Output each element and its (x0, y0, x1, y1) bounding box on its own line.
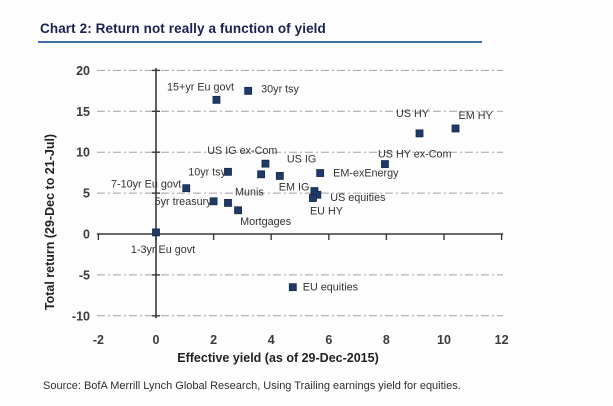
point-label-us-equities: US equities (330, 192, 386, 204)
point-label-5yr-treasury: 5yr treasury (155, 196, 213, 208)
y-tick-label: 20 (76, 64, 90, 78)
y-tick-label: -10 (72, 309, 90, 323)
x-tick-label: 8 (383, 333, 390, 347)
point-label-eu-equities: EU equities (303, 282, 359, 294)
point-us-ig-ex-com (261, 159, 270, 168)
point-us-hy (415, 129, 424, 138)
source-note: Source: BofA Merrill Lynch Global Resear… (43, 380, 461, 392)
point-5yr-treasury (209, 197, 218, 206)
y-tick-label: -5 (79, 268, 90, 282)
y-tick-label: 10 (76, 146, 90, 160)
x-tick-label: 4 (268, 333, 275, 347)
x-tick-label: -2 (93, 333, 104, 347)
point-em-exenergy (316, 169, 325, 177)
point-label-mortgages: Mortgages (240, 216, 292, 228)
y-tick-label: 0 (83, 228, 90, 242)
point-eu-hy (309, 194, 317, 202)
point-label-7-10yr-eu-govt: 7-10yr Eu govt (111, 179, 181, 191)
point-mortgages (234, 206, 242, 215)
point-30yr-tsy (244, 86, 253, 95)
point-em-hy (451, 124, 460, 133)
point-unlabeled-point (257, 170, 266, 179)
point-us-hy-ex-com (381, 160, 389, 168)
point-us-ig (275, 172, 284, 180)
point-label-us-ig: US IG (287, 153, 316, 165)
point-label-us-ig-ex-com: US IG ex-Com (207, 145, 277, 157)
point-label-15plus-yr-eu-govt: 15+yr Eu govt (167, 81, 234, 93)
point-label-1-3yr-eu-govt: 1-3yr Eu govt (131, 244, 195, 256)
y-tick-label: 5 (83, 187, 90, 201)
point-label-30yr-tsy: 30yr tsy (261, 83, 299, 95)
x-tick-label: 10 (437, 333, 451, 347)
point-15plus-yr-eu-govt (212, 95, 221, 104)
point-7-10yr-eu-govt (182, 184, 191, 193)
point-label-us-hy: US HY (396, 108, 429, 120)
point-eu-equities (288, 283, 297, 292)
point-10yr-tsy (224, 167, 232, 176)
point-label-munis: Munis (235, 186, 264, 198)
x-tick-label: 0 (153, 333, 160, 347)
point-label-us-hy-ex-com: US HY ex-Com (378, 149, 452, 161)
x-tick-label: 12 (495, 333, 509, 347)
point-label-em-ig: EM IG (279, 182, 310, 194)
point-label-eu-hy: EU HY (310, 206, 343, 218)
y-tick-label: 15 (76, 105, 90, 119)
x-tick-label: 6 (325, 333, 332, 347)
chart-title: Chart 2: Return not really a function of… (40, 21, 326, 36)
point-label-em-exenergy: EM-exEnergy (333, 168, 399, 180)
x-axis-title: Effective yield (as of 29-Dec-2015) (177, 351, 379, 365)
point-1-3yr-eu-govt (152, 228, 160, 237)
point-munis (224, 199, 232, 207)
point-label-em-hy: EM HY (459, 110, 493, 122)
point-label-10yr-tsy: 10yr tsy (188, 166, 226, 178)
title-underline (38, 41, 482, 43)
y-axis-title: Total return (29-Dec to 21-Jul) (43, 133, 57, 311)
x-tick-label: 2 (210, 333, 217, 347)
